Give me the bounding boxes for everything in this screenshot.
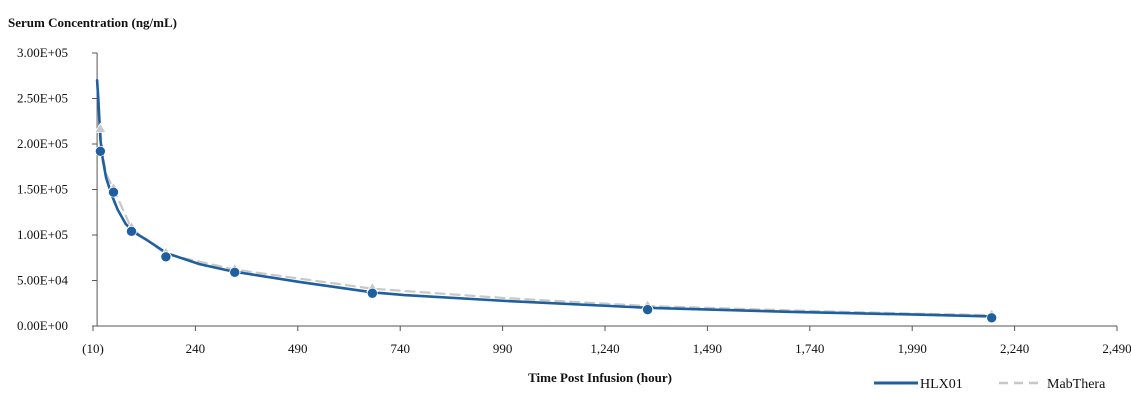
data-point-hlx01 [160,251,172,263]
x-tick-label: 740 [390,341,410,356]
series-lines-group [95,79,993,318]
data-point-hlx01 [229,267,241,278]
y-tick-label: 0.00E+00 [17,318,68,333]
x-tick-label: 2,240 [1000,341,1029,356]
x-tick-label: 1,490 [693,341,722,356]
x-tick-label: 1,240 [590,341,619,356]
x-tick-label: (10) [82,341,104,356]
x-tick-label: 1,740 [795,341,824,356]
legend-label-mabthera: MabThera [1047,377,1106,390]
y-tick-label: 3.00E+05 [17,45,68,60]
series-line-mabthera [99,129,993,317]
data-point-mabthera [94,122,107,133]
x-tick-label: 490 [288,341,308,356]
y-axis-title: Serum Concentration (ng/mL) [8,15,177,30]
y-tick-label: 2.50E+05 [17,91,68,106]
y-tick-label: 1.50E+05 [17,182,68,197]
y-tick-label: 2.00E+05 [17,136,68,151]
data-point-hlx01 [95,145,106,157]
legend: HLX01 MabThera [874,377,1106,392]
axes-group: 0.00E+00 5.00E+04 1.00E+05 1.50E+05 2.00E+05… [17,45,1131,356]
x-tick-label: 240 [186,341,206,356]
y-tick-label: 5.00E+04 [17,273,69,288]
data-point-hlx01 [986,312,997,324]
series-points-group [94,122,998,324]
series-line-hlx01 [95,79,993,318]
x-tick-label: 990 [493,341,513,356]
x-tick-label: 1,990 [898,341,927,356]
x-tick-label: 2,490 [1102,341,1131,356]
x-axis-title: Time Post Infusion (hour) [528,370,672,385]
data-point-hlx01 [367,287,378,299]
data-point-hlx01 [108,186,119,198]
data-point-hlx01 [126,226,137,237]
legend-label-hlx01: HLX01 [920,377,963,390]
data-point-hlx01 [642,304,653,315]
y-tick-label: 1.00E+05 [17,227,68,242]
